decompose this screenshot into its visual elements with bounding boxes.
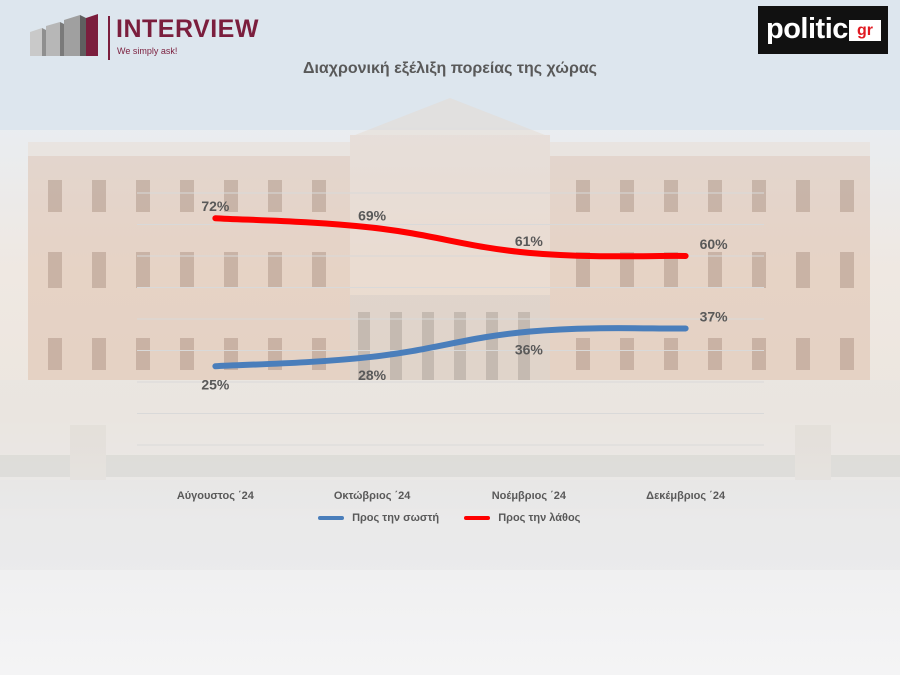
legend-label-wrong: Προς την λάθος — [498, 512, 580, 524]
x-tick-label: Νοέμβριος ΄24 — [492, 490, 567, 502]
data-label-right: 36% — [515, 342, 544, 358]
legend-item-wrong: Προς την λάθος — [464, 512, 580, 524]
chart-x-axis-labels: Αύγουστος ΄24 Οκτώβριος ΄24 Νοέμβριος ΄24 Δ… — [177, 490, 726, 502]
data-label-right: 37% — [700, 308, 729, 324]
data-label-wrong: 61% — [515, 233, 544, 249]
chart-gridlines — [137, 193, 764, 445]
series-line-right — [215, 328, 685, 366]
x-tick-label: Αύγουστος ΄24 — [177, 490, 255, 502]
x-tick-label: Οκτώβριος ΄24 — [334, 490, 411, 502]
data-label-wrong: 69% — [358, 208, 387, 224]
legend-swatch-right — [318, 516, 344, 520]
data-label-wrong: 72% — [201, 198, 230, 214]
legend-item-right: Προς την σωστή — [318, 512, 439, 524]
chart-legend: Προς την σωστή Προς την λάθος — [318, 512, 602, 524]
chart-series-lines — [215, 218, 685, 366]
x-tick-label: Δεκέμβριος ΄24 — [646, 490, 726, 502]
data-label-right: 25% — [201, 376, 230, 392]
legend-swatch-wrong — [464, 516, 490, 520]
data-label-wrong: 60% — [700, 236, 729, 252]
data-label-right: 28% — [358, 367, 387, 383]
series-line-wrong — [215, 218, 685, 256]
legend-label-right: Προς την σωστή — [352, 512, 439, 524]
